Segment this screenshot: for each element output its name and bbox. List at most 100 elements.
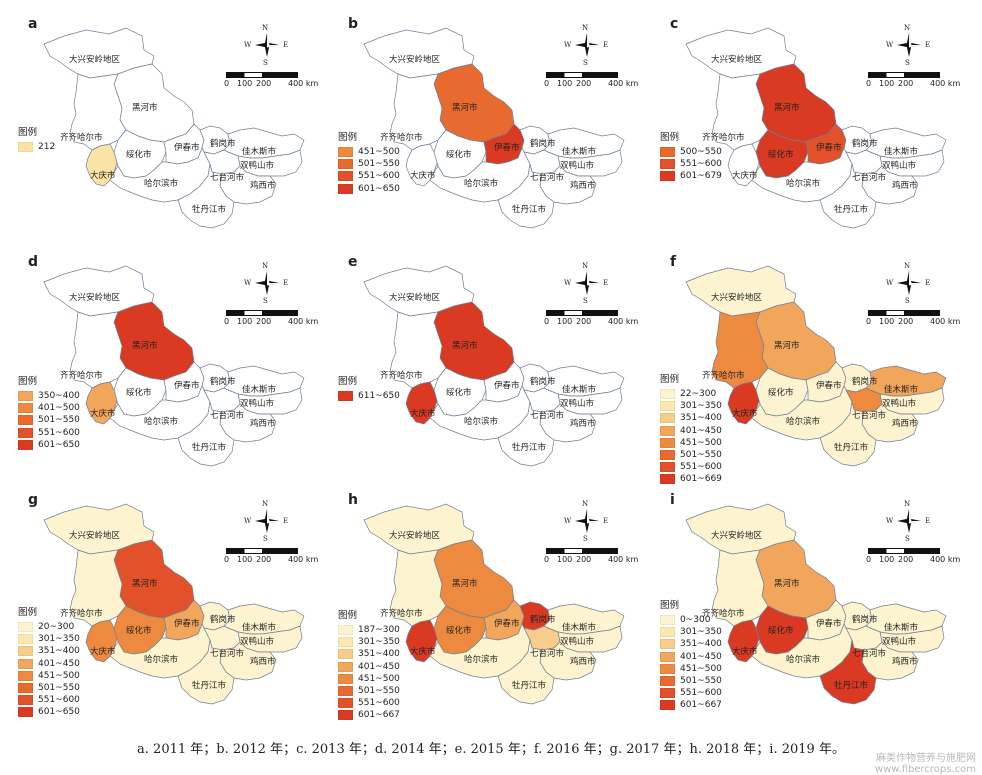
- legend-swatch: [660, 389, 675, 400]
- scale-bar-graphic: [868, 548, 940, 554]
- city-label-hegang: 鹤岗市: [530, 614, 556, 625]
- city-label-heihe: 黑河市: [132, 102, 158, 113]
- legend-e: 图例 611~650: [338, 373, 400, 402]
- compass-w: W: [244, 41, 252, 49]
- panel-label-b: b: [348, 16, 359, 32]
- compass-e: E: [925, 41, 931, 49]
- legend-swatch: [18, 658, 33, 669]
- map-panel-e: 大兴安岭地区 黑河市 齐齐哈尔市 大庆市 绥化市 伊春市 鹤岗市 佳木斯市 双鸭山市 哈尔滨市 七台…: [328, 246, 648, 486]
- scale-tick-t200: 200: [576, 317, 592, 326]
- map-panel-c: 大兴安岭地区 黑河市 齐齐哈尔市 大庆市 绥化市 伊春市 鹤岗市 佳木斯市 双鸭山市 哈尔滨市 七台…: [650, 8, 970, 248]
- city-label-yichun: 伊春市: [174, 142, 200, 153]
- city-label-daxinganling: 大兴安岭地区: [69, 292, 121, 303]
- scale-tick-t0: 0: [866, 79, 872, 88]
- legend-item: 401~450: [18, 658, 80, 670]
- map-panel-g: 大兴安岭地区 黑河市 齐齐哈尔市 大庆市 绥化市 伊春市 鹤岗市 佳木斯市 双鸭山市 哈尔滨市 七台…: [8, 484, 328, 724]
- city-label-qitaihe: 七台河市: [210, 410, 245, 421]
- city-label-shuangyashan: 双鸭山市: [882, 636, 917, 647]
- city-label-jiamusi: 佳木斯市: [242, 146, 277, 157]
- scale-tick-t200: 200: [256, 555, 272, 564]
- north-arrow-icon: N S W E: [564, 262, 610, 306]
- compass-n: N: [904, 500, 911, 508]
- north-arrow-icon: N S W E: [244, 24, 290, 68]
- legend-swatch: [18, 634, 33, 645]
- scale-tick-t100: 100: [237, 79, 253, 88]
- legend-label: 187~300: [358, 625, 400, 636]
- legend-swatch: [660, 651, 675, 662]
- scale-tick-t200: 200: [256, 79, 272, 88]
- city-label-jiamusi: 佳木斯市: [884, 384, 919, 395]
- scale-tick-t100: 100: [557, 317, 573, 326]
- legend-item: 401~500: [18, 402, 80, 414]
- scale-tick-t0: 0: [224, 317, 230, 326]
- map-panel-d: 大兴安岭地区 黑河市 齐齐哈尔市 大庆市 绥化市 伊春市 鹤岗市 佳木斯市 双鸭山市 哈尔滨市 七台…: [8, 246, 328, 486]
- city-label-yichun: 伊春市: [816, 142, 842, 153]
- legend-swatch: [338, 171, 353, 182]
- legend-label: 20~300: [38, 622, 75, 633]
- region-mudanjiang: [177, 163, 235, 229]
- legend-item: 451~500: [660, 437, 722, 449]
- legend-title: 图例: [660, 600, 680, 611]
- legend-swatch: [660, 159, 675, 170]
- scale-tick-t200: 200: [576, 555, 592, 564]
- scale-bar: 0 100 200 400 km: [866, 548, 960, 572]
- city-label-jixi: 鸡西市: [250, 656, 276, 667]
- city-label-daqing: 大庆市: [90, 170, 116, 181]
- region-mudanjiang: [497, 163, 555, 229]
- legend-swatch: [660, 147, 675, 158]
- legend-item: 501~550: [18, 414, 80, 426]
- city-label-mudanjiang: 牡丹江市: [192, 680, 227, 691]
- compass-n: N: [582, 24, 589, 32]
- city-label-suihua: 绥化市: [446, 625, 472, 636]
- legend-g: 图例 20~300 301~350 351~400 401~450 451~500 501~…: [18, 604, 80, 719]
- legend-label: 601~669: [680, 474, 722, 485]
- city-label-yichun: 伊春市: [816, 618, 842, 629]
- legend-item: 601~650: [338, 183, 400, 195]
- legend-label: 601~679: [680, 171, 722, 182]
- city-label-qiqihar: 齐齐哈尔市: [380, 608, 423, 619]
- legend-item: 22~300: [660, 388, 722, 400]
- legend-item: 601~650: [18, 439, 80, 451]
- city-label-qitaihe: 七台河市: [530, 410, 565, 421]
- legend-item: 187~300: [338, 624, 400, 636]
- compass-e: E: [603, 517, 609, 525]
- legend-swatch: [338, 625, 353, 636]
- compass-s: S: [263, 535, 268, 543]
- compass-n: N: [262, 24, 269, 32]
- scale-bar-graphic: [868, 310, 940, 316]
- city-label-hegang: 鹤岗市: [210, 376, 236, 387]
- legend-item: 601~667: [338, 709, 400, 721]
- city-label-daqing: 大庆市: [732, 170, 758, 181]
- city-label-daxinganling: 大兴安岭地区: [389, 54, 441, 65]
- city-label-qiqihar: 齐齐哈尔市: [702, 132, 745, 143]
- city-label-suihua: 绥化市: [446, 149, 472, 160]
- legend-swatch: [18, 670, 33, 681]
- city-label-yichun: 伊春市: [494, 380, 520, 391]
- city-label-qitaihe: 七台河市: [530, 648, 565, 659]
- compass-n: N: [582, 262, 589, 270]
- legend-swatch: [338, 661, 353, 672]
- legend-label: 451~500: [358, 673, 400, 684]
- city-label-suihua: 绥化市: [126, 387, 152, 398]
- legend-item: 551~600: [660, 687, 722, 699]
- scale-bar-graphic: [868, 72, 940, 78]
- panel-label-d: d: [28, 254, 39, 270]
- city-label-harbin: 哈尔滨市: [786, 416, 821, 427]
- compass-n: N: [582, 500, 589, 508]
- city-label-qiqihar: 齐齐哈尔市: [60, 132, 103, 143]
- compass-s: S: [263, 59, 268, 67]
- city-label-shuangyashan: 双鸭山市: [240, 160, 275, 171]
- legend-swatch: [660, 401, 675, 412]
- legend-label: 401~450: [680, 425, 722, 436]
- legend-item: 401~450: [338, 661, 400, 673]
- city-label-jiamusi: 佳木斯市: [884, 146, 919, 157]
- legend-label: 601~667: [358, 710, 400, 721]
- city-label-hegang: 鹤岗市: [530, 138, 556, 149]
- scale-tick-t200: 200: [576, 79, 592, 88]
- city-label-suihua: 绥化市: [126, 625, 152, 636]
- legend-title: 图例: [18, 376, 38, 387]
- panel-label-a: a: [28, 16, 38, 32]
